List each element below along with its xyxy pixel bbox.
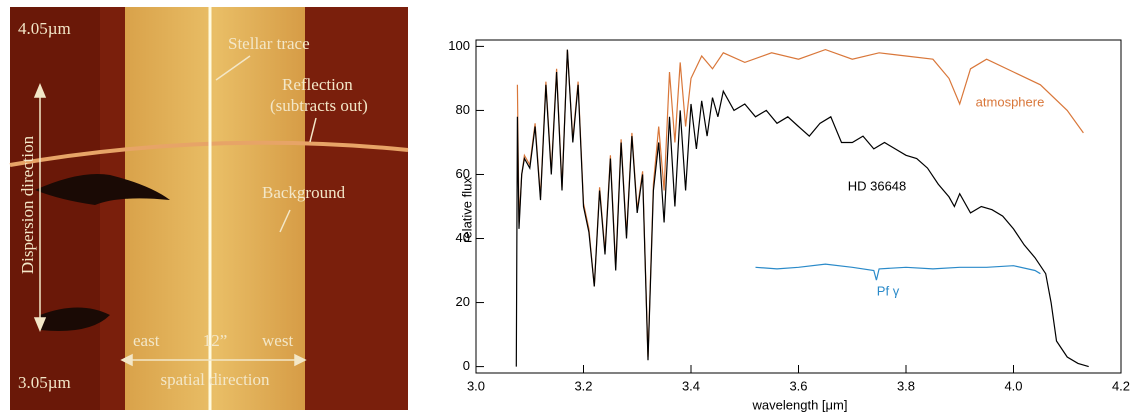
arrows — [33, 55, 317, 367]
x-tick-label: 3.4 — [682, 378, 700, 393]
background-blob — [40, 307, 110, 331]
y-tick-label: 0 — [463, 358, 470, 373]
label: Stellar trace — [228, 34, 310, 53]
y-tick-label: 100 — [448, 38, 470, 53]
label: 3.05µm — [18, 373, 71, 392]
x-tick-label: 3.8 — [897, 378, 915, 393]
label: 12” — [203, 331, 228, 350]
label: 4.05µm — [18, 19, 71, 38]
label: spatial direction — [160, 370, 270, 389]
label: Reflection — [282, 75, 353, 94]
detector-image: 4.05µm 3.05µm Stellar trace Reflection (… — [9, 7, 409, 410]
label: east — [133, 331, 160, 350]
series-label: Pf γ — [877, 283, 900, 298]
y-tick-label: 80 — [456, 102, 470, 117]
label: (subtracts out) — [270, 96, 368, 115]
series-line — [515, 49, 1089, 368]
x-tick-label: 4.2 — [1112, 378, 1130, 393]
y-tick-label: 60 — [456, 166, 470, 181]
x-tick-label: 3.0 — [467, 378, 485, 393]
y-axis-title: relative flux — [459, 177, 474, 243]
label: Background — [262, 183, 346, 202]
y-tick-label: 40 — [456, 230, 470, 245]
x-tick-label: 3.2 — [574, 378, 592, 393]
illuminated-slit — [125, 7, 305, 410]
plot-frame — [475, 39, 1122, 374]
plot-area: 3.0 3.2 3.4 3.6 3.8 4.0 4.2 0 20 40 60 80 100 atmosph… — [448, 38, 1130, 394]
x-axis-title: wavelength [μm] — [752, 397, 848, 412]
x-tick-label: 4.0 — [1004, 378, 1022, 393]
series-line — [755, 263, 1041, 281]
background-blob — [35, 174, 170, 205]
image-edge — [10, 7, 100, 410]
y-tick-label: 20 — [456, 294, 470, 309]
series-label: HD 36648 — [848, 178, 907, 193]
label: west — [262, 331, 293, 350]
series-label: atmosphere — [976, 94, 1045, 109]
x-tick-label: 3.6 — [789, 378, 807, 393]
label: Dispersion direction — [18, 135, 37, 274]
